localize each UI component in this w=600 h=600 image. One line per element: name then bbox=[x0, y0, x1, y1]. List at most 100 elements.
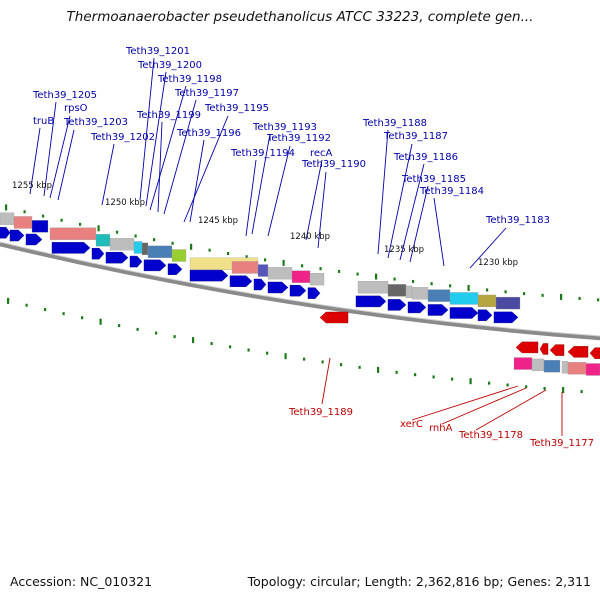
gene-block bbox=[147, 245, 173, 258]
tick-mark bbox=[79, 222, 82, 226]
forward-gene-arrow bbox=[51, 242, 91, 254]
gene-label[interactable]: Teth39_1188 bbox=[362, 118, 427, 129]
tick-mark bbox=[395, 370, 398, 374]
tick-mark bbox=[81, 316, 84, 320]
tick-mark bbox=[393, 277, 396, 281]
label-line bbox=[399, 163, 425, 261]
gene-block bbox=[31, 220, 49, 233]
gene-label[interactable]: Teth39_1195 bbox=[204, 103, 269, 114]
gene-label[interactable]: rnhA bbox=[429, 423, 453, 434]
tick-mark bbox=[7, 297, 10, 304]
tick-mark bbox=[414, 373, 417, 377]
label-line bbox=[101, 143, 115, 206]
tick-mark bbox=[264, 258, 267, 262]
gene-label[interactable]: Teth39_1205 bbox=[32, 90, 97, 101]
label-line bbox=[411, 385, 519, 421]
tick-mark bbox=[523, 292, 526, 296]
tick-mark bbox=[541, 293, 544, 297]
gene-label[interactable]: Teth39_1194 bbox=[230, 148, 295, 159]
gene-label[interactable]: Teth39_1186 bbox=[393, 152, 458, 163]
scale-label: 1250 kbp bbox=[105, 198, 145, 208]
gene-label[interactable]: Teth39_1199 bbox=[136, 110, 201, 121]
gene-block bbox=[513, 357, 533, 370]
gene-label[interactable]: Teth39_1183 bbox=[485, 215, 550, 226]
forward-gene-arrow bbox=[91, 247, 105, 260]
tick-mark bbox=[488, 381, 491, 385]
gene-label[interactable]: Teth39_1178 bbox=[458, 430, 523, 441]
tick-mark bbox=[356, 272, 359, 276]
tick-mark bbox=[412, 279, 415, 283]
forward-gene-arrow bbox=[25, 233, 43, 246]
tick-mark bbox=[597, 298, 600, 302]
tick-mark bbox=[210, 342, 213, 346]
gene-label[interactable]: rpsO bbox=[64, 103, 88, 114]
gene-feature-blocks bbox=[0, 212, 600, 376]
tick-mark bbox=[190, 243, 193, 250]
gene-block bbox=[49, 227, 97, 240]
genome-backbone-highlight bbox=[0, 241, 600, 337]
gene-label[interactable]: Teth39_1201 bbox=[125, 46, 190, 57]
tick-mark bbox=[469, 378, 472, 385]
scale-label: 1230 kbp bbox=[478, 258, 518, 268]
tick-mark bbox=[560, 293, 563, 300]
forward-genes bbox=[0, 226, 519, 324]
gene-block bbox=[427, 289, 451, 302]
forward-gene-arrow bbox=[105, 251, 129, 264]
gene-label[interactable]: Teth39_1196 bbox=[176, 128, 241, 139]
label-line bbox=[409, 185, 429, 263]
label-line bbox=[441, 387, 527, 425]
label-line bbox=[163, 99, 197, 215]
gene-label[interactable]: Teth39_1200 bbox=[137, 60, 202, 71]
accession-label: Accession: NC_010321 bbox=[10, 574, 153, 589]
tick-mark bbox=[192, 337, 195, 344]
tick-mark bbox=[375, 273, 378, 280]
label-line bbox=[139, 57, 155, 201]
label-line bbox=[251, 133, 271, 235]
gene-label[interactable]: Teth39_1192 bbox=[266, 133, 331, 144]
gene-label[interactable]: Teth39_1193 bbox=[252, 122, 317, 133]
gene-label[interactable]: Teth39_1190 bbox=[301, 159, 366, 170]
gene-label[interactable]: Teth39_1203 bbox=[63, 117, 128, 128]
tick-mark bbox=[340, 363, 343, 367]
gene-label[interactable]: Teth39_1202 bbox=[90, 132, 155, 143]
tick-mark bbox=[303, 357, 306, 361]
scale-label: 1245 kbp bbox=[198, 216, 238, 226]
gene-block bbox=[141, 242, 149, 256]
tick-mark bbox=[377, 366, 380, 373]
tick-mark bbox=[266, 351, 269, 355]
forward-gene-arrow bbox=[407, 301, 427, 314]
scale-label: 1240 kbp bbox=[290, 232, 330, 242]
gene-label[interactable]: truB bbox=[33, 116, 54, 127]
gene-label[interactable]: recA bbox=[310, 148, 333, 159]
tick-mark bbox=[486, 288, 489, 292]
gene-block bbox=[231, 261, 259, 274]
tick-mark bbox=[282, 259, 285, 266]
gene-block bbox=[567, 362, 587, 375]
tick-mark bbox=[543, 387, 546, 391]
tick-mark bbox=[44, 308, 47, 312]
forward-gene-arrow bbox=[189, 269, 229, 282]
tick-mark bbox=[97, 225, 100, 232]
forward-gene-arrow bbox=[427, 304, 449, 316]
tick-mark bbox=[42, 214, 45, 218]
tick-mark bbox=[5, 204, 8, 211]
forward-gene-arrow bbox=[253, 278, 267, 291]
scale-label: 1255 kbp bbox=[12, 181, 52, 191]
tick-mark bbox=[319, 267, 322, 271]
gene-label[interactable]: xerC bbox=[400, 419, 423, 430]
gene-label[interactable]: Teth39_1187 bbox=[383, 131, 448, 142]
forward-gene-arrow bbox=[307, 287, 321, 299]
gene-label[interactable]: Teth39_1197 bbox=[174, 88, 239, 99]
gene-label[interactable]: Teth39_1189 bbox=[288, 407, 353, 418]
forward-gene-arrow bbox=[267, 281, 289, 294]
label-line bbox=[387, 143, 413, 259]
tick-marks-inner bbox=[7, 297, 583, 394]
gene-label[interactable]: Teth39_1184 bbox=[419, 186, 484, 197]
gene-label[interactable]: Teth39_1185 bbox=[401, 174, 466, 185]
gene-label[interactable]: Teth39_1198 bbox=[157, 74, 222, 85]
gene-block bbox=[171, 249, 187, 262]
gene-label[interactable]: Teth39_1177 bbox=[529, 438, 594, 449]
tick-mark bbox=[23, 210, 26, 214]
gene-block bbox=[411, 287, 429, 300]
